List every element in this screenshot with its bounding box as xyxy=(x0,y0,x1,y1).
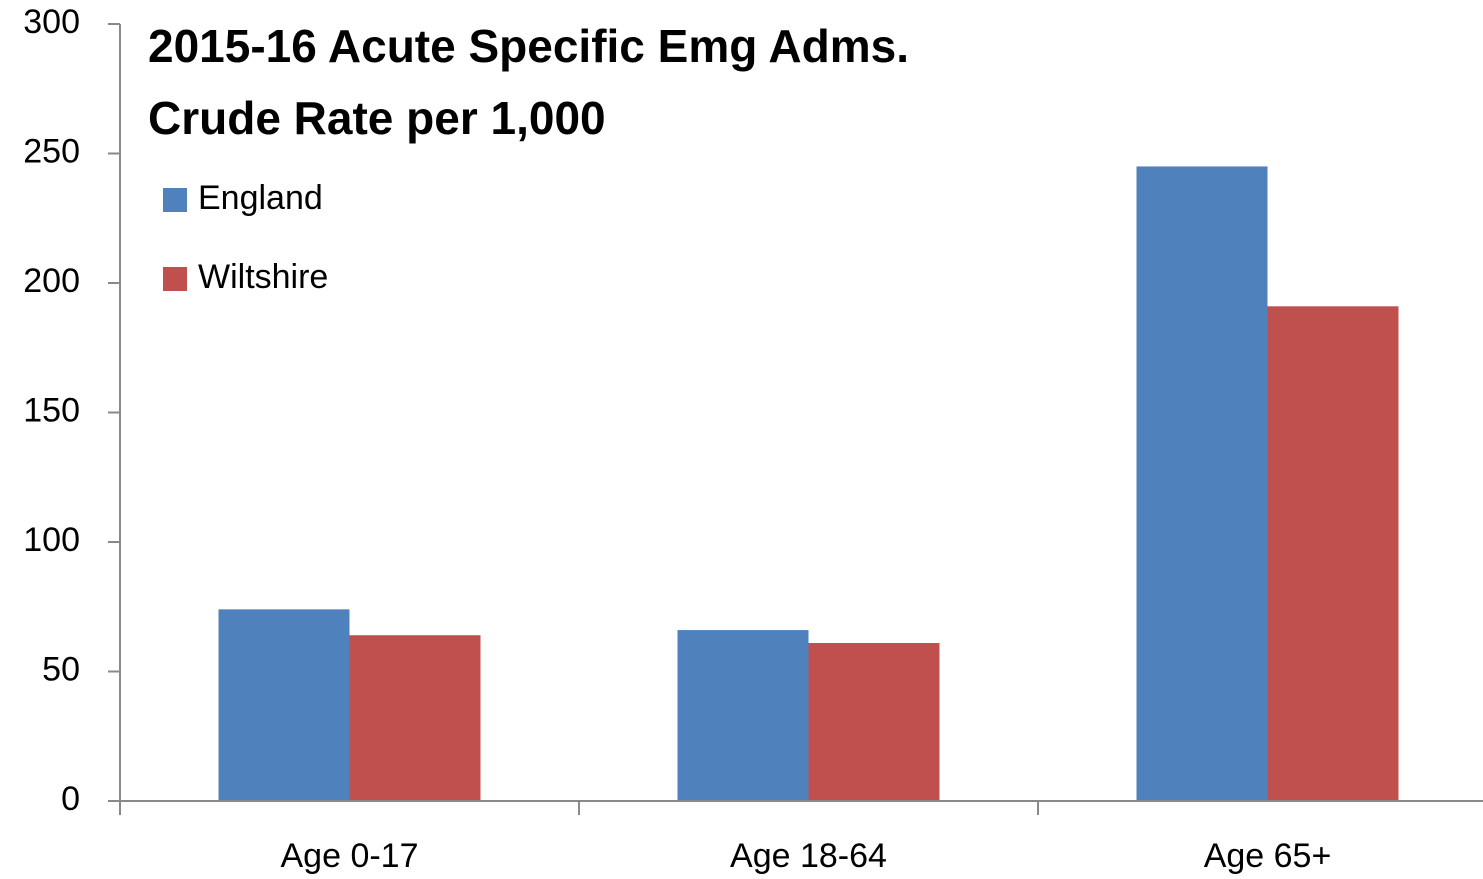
chart-title: Crude Rate per 1,000 xyxy=(148,92,606,144)
legend-label: Wiltshire xyxy=(198,258,328,296)
y-tick-label: 150 xyxy=(23,391,80,429)
y-tick-label: 200 xyxy=(23,262,80,300)
y-tick-label: 250 xyxy=(23,132,80,170)
y-tick-label: 0 xyxy=(61,780,80,818)
bar xyxy=(808,643,940,801)
x-tick-label: Age 0-17 xyxy=(281,837,419,875)
chart-title: 2015-16 Acute Specific Emg Adms. xyxy=(148,20,909,72)
y-tick-label: 50 xyxy=(42,650,80,688)
x-tick-label: Age 65+ xyxy=(1204,837,1332,875)
bar xyxy=(1267,306,1399,801)
legend-swatch xyxy=(163,188,187,212)
bar xyxy=(677,630,809,801)
legend-swatch xyxy=(163,267,187,291)
bar xyxy=(349,635,481,801)
legend-label: England xyxy=(198,179,323,217)
y-tick-label: 100 xyxy=(23,521,80,559)
bar xyxy=(1136,166,1268,801)
y-tick-label: 300 xyxy=(23,3,80,41)
x-tick-label: Age 18-64 xyxy=(730,837,887,875)
bar xyxy=(218,609,350,801)
